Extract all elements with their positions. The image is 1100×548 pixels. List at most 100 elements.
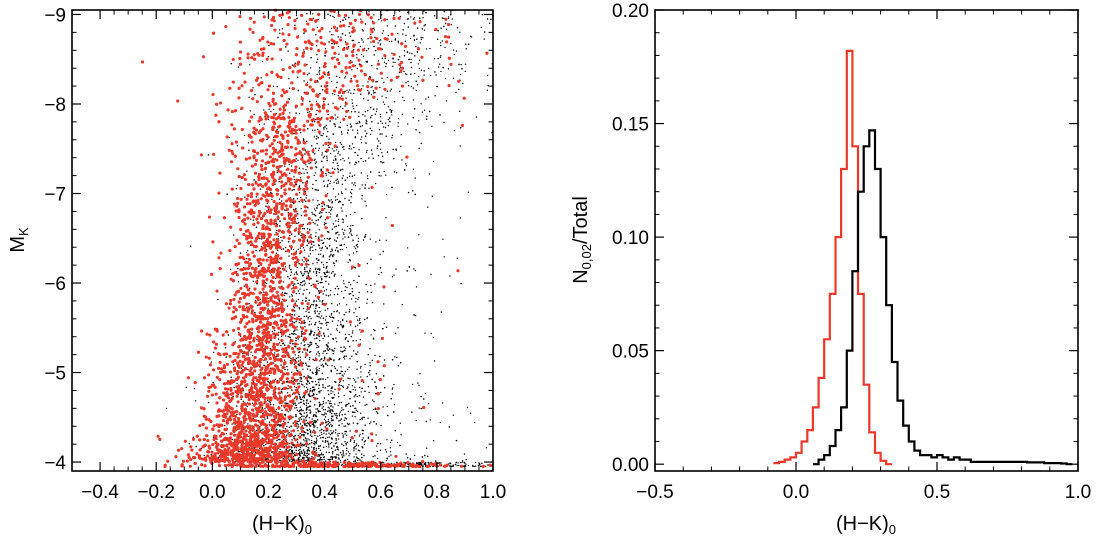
scatter-point-black xyxy=(321,281,323,284)
scatter-point-black xyxy=(427,206,429,208)
scatter-point-black xyxy=(296,409,298,411)
scatter-point-black xyxy=(408,58,411,60)
scatter-point-black xyxy=(344,349,346,351)
scatter-point-black xyxy=(334,125,336,127)
scatter-point-black xyxy=(303,319,305,322)
scatter-point-black xyxy=(334,403,336,405)
scatter-point-black xyxy=(342,453,345,455)
scatter-point-black xyxy=(298,321,300,324)
scatter-point-black xyxy=(236,382,238,385)
scatter-point-black xyxy=(322,256,324,258)
scatter-point-black xyxy=(311,303,313,306)
scatter-point-black xyxy=(324,409,327,411)
scatter-point-black xyxy=(318,147,320,149)
scatter-point-black xyxy=(308,162,310,165)
scatter-point-black xyxy=(268,400,270,403)
scatter-point-black xyxy=(324,150,327,153)
scatter-point-black xyxy=(344,18,347,20)
scatter-point-black xyxy=(306,277,308,280)
scatter-point-black xyxy=(352,252,355,254)
scatter-point-black xyxy=(409,52,411,54)
scatter-point-black xyxy=(356,281,358,284)
scatter-point-black xyxy=(316,73,318,76)
scatter-point-black xyxy=(327,335,330,337)
scatter-point-black xyxy=(429,74,432,77)
scatter-point-black xyxy=(437,57,439,60)
scatter-point-black xyxy=(407,85,410,87)
scatter-point-black xyxy=(333,16,335,19)
scatter-point-black xyxy=(295,415,297,417)
scatter-point-black xyxy=(242,366,244,368)
scatter-point-black xyxy=(368,187,370,189)
scatter-point-black xyxy=(299,406,302,408)
scatter-point-black xyxy=(404,40,407,42)
scatter-point-black xyxy=(306,440,308,442)
scatter-point-black xyxy=(307,375,309,377)
scatter-point-black xyxy=(311,371,313,373)
scatter-point-black xyxy=(314,342,317,345)
scatter-point-black xyxy=(203,454,205,457)
scatter-point-black xyxy=(440,55,442,57)
scatter-point-black xyxy=(331,148,333,150)
scatter-point-black xyxy=(319,430,321,432)
scatter-point-black xyxy=(302,227,304,230)
scatter-point-black xyxy=(379,133,381,135)
scatter-point-black xyxy=(348,25,350,28)
scatter-point-black xyxy=(308,457,310,459)
scatter-point-black xyxy=(306,244,308,247)
scatter-point-black xyxy=(315,304,317,306)
scatter-point-black xyxy=(238,331,240,334)
scatter-point-black xyxy=(332,406,334,408)
scatter-point-black xyxy=(318,447,320,450)
scatter-point-black xyxy=(254,312,256,314)
scatter-point-black xyxy=(433,58,436,60)
scatter-point-black xyxy=(381,122,383,125)
scatter-point-black xyxy=(369,370,371,372)
scatter-point-black xyxy=(364,404,366,406)
scatter-point-black xyxy=(321,205,323,207)
scatter-point-black xyxy=(382,101,384,103)
scatter-point-black xyxy=(345,404,348,406)
scatter-point-black xyxy=(403,50,406,52)
scatter-point-black xyxy=(371,378,373,381)
scatter-point-black xyxy=(293,343,295,345)
scatter-point-black xyxy=(306,74,309,76)
scatter-point-black xyxy=(289,336,291,338)
scatter-point-black xyxy=(318,367,321,370)
scatter-point-black xyxy=(349,440,352,442)
scatter-point-black xyxy=(386,18,388,21)
scatter-point-black xyxy=(362,416,364,418)
scatter-point-black xyxy=(358,306,361,309)
scatter-point-black xyxy=(290,271,293,273)
scatter-point-black xyxy=(261,429,263,431)
scatter-point-black xyxy=(390,88,392,91)
scatter-point-black xyxy=(341,414,343,416)
scatter-point-black xyxy=(312,199,314,201)
scatter-point-black xyxy=(419,42,421,44)
scatter-point-black xyxy=(422,37,424,39)
scatter-point-black xyxy=(347,340,349,343)
scatter-point-black xyxy=(226,193,228,195)
scatter-point-black xyxy=(325,315,327,317)
scatter-point-black xyxy=(376,445,378,447)
scatter-point-black xyxy=(319,360,321,362)
scatter-point-black xyxy=(335,75,338,78)
scatter-point-black xyxy=(326,348,328,350)
scatter-point-black xyxy=(354,267,357,269)
scatter-point-black xyxy=(330,408,332,411)
scatter-point-black xyxy=(279,32,281,34)
scatter-point-black xyxy=(389,451,392,453)
scatter-point-black xyxy=(310,243,313,245)
scatter-point-black xyxy=(394,25,396,27)
scatter-point-black xyxy=(372,337,375,339)
scatter-point-black xyxy=(366,60,369,62)
scatter-point-black xyxy=(348,16,350,19)
scatter-point-black xyxy=(280,364,282,366)
scatter-point-black xyxy=(316,54,318,56)
scatter-point-black xyxy=(349,391,352,393)
scatter-point-black xyxy=(328,138,330,140)
scatter-point-black xyxy=(329,460,331,463)
scatter-point-black xyxy=(359,339,362,341)
scatter-point-black xyxy=(354,163,356,166)
scatter-point-black xyxy=(342,204,344,206)
